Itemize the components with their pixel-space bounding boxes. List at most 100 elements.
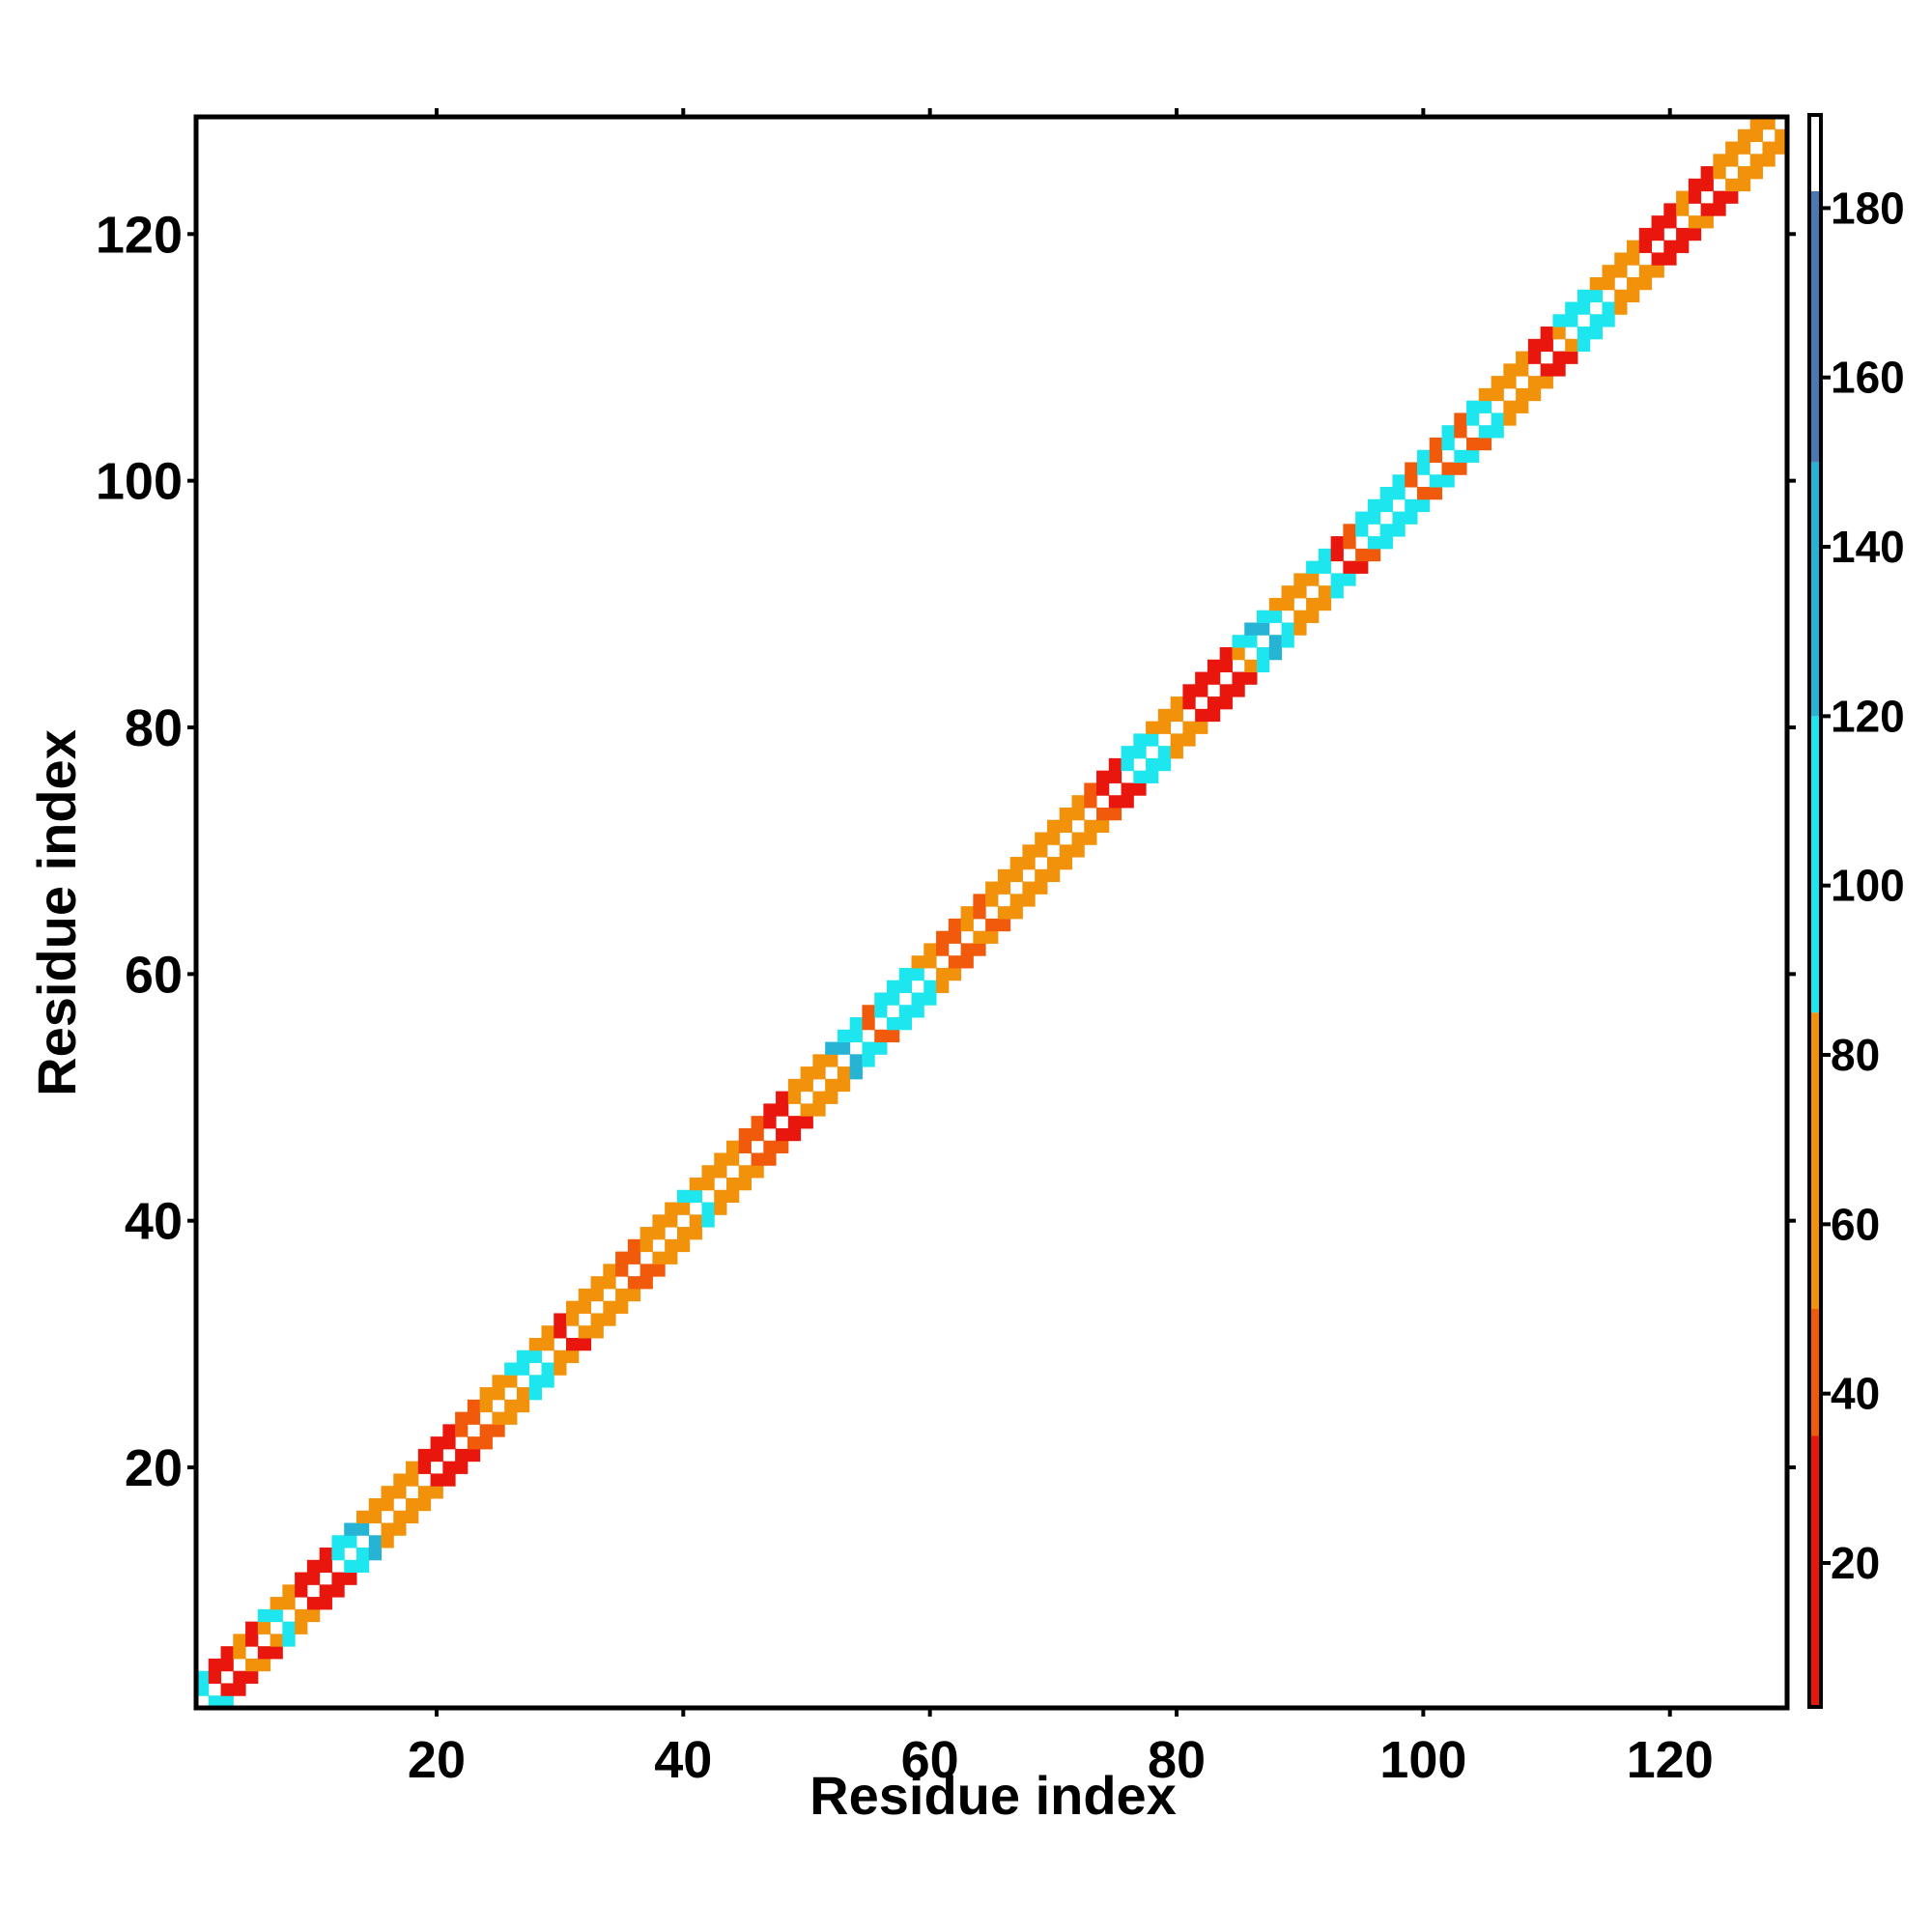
heatmap-cell bbox=[948, 955, 962, 969]
heatmap-cell bbox=[1405, 462, 1418, 475]
colorbar-tick-label: 180 bbox=[1831, 183, 1905, 233]
heatmap-cell bbox=[948, 930, 962, 944]
x-tick-label: 60 bbox=[901, 1731, 959, 1789]
heatmap-cell bbox=[282, 1634, 296, 1647]
heatmap-cell bbox=[566, 1313, 580, 1326]
heatmap-cell bbox=[381, 1486, 394, 1499]
heatmap-cell bbox=[1022, 881, 1036, 895]
heatmap-cell bbox=[849, 1066, 863, 1080]
heatmap-cell bbox=[973, 943, 986, 956]
heatmap-cell bbox=[603, 1313, 616, 1326]
heatmap-cell bbox=[837, 1066, 851, 1080]
heatmap-cell bbox=[319, 1559, 332, 1574]
heatmap-cell bbox=[812, 1066, 826, 1080]
heatmap-cell bbox=[837, 1078, 851, 1093]
heatmap-cell bbox=[763, 1152, 777, 1166]
heatmap-cell bbox=[1503, 400, 1517, 413]
heatmap-cell bbox=[344, 1522, 357, 1536]
heatmap-cell bbox=[1700, 203, 1714, 216]
colorbar-segment bbox=[1809, 190, 1821, 463]
heatmap-cell bbox=[1367, 536, 1381, 550]
heatmap-cell bbox=[714, 1152, 727, 1166]
heatmap-cell bbox=[665, 1251, 678, 1264]
heatmap-cell bbox=[726, 1152, 740, 1166]
heatmap-cell bbox=[1084, 832, 1097, 845]
heatmap-cell bbox=[973, 930, 986, 944]
heatmap-cell bbox=[1108, 795, 1122, 809]
heatmap-cell bbox=[455, 1448, 469, 1463]
heatmap-cell bbox=[344, 1559, 357, 1574]
heatmap-cell bbox=[578, 1337, 592, 1351]
heatmap-cell bbox=[368, 1510, 383, 1523]
heatmap-cell bbox=[541, 1325, 554, 1339]
heatmap-cell bbox=[985, 930, 999, 944]
heatmap-cell bbox=[1022, 844, 1036, 858]
heatmap-cell bbox=[665, 1214, 678, 1228]
heatmap-cell bbox=[590, 1313, 604, 1326]
heatmap-cell bbox=[1306, 573, 1320, 586]
heatmap-cell bbox=[406, 1510, 419, 1523]
heatmap-cell bbox=[590, 1276, 604, 1290]
heatmap-cell bbox=[1257, 610, 1270, 623]
heatmap-cell bbox=[862, 1017, 875, 1031]
heatmap-cell bbox=[701, 1214, 715, 1228]
heatmap-cell bbox=[430, 1448, 443, 1463]
heatmap-cell bbox=[1367, 548, 1381, 562]
heatmap-cell bbox=[639, 1227, 653, 1240]
heatmap-cell bbox=[528, 1350, 542, 1364]
heatmap-cell bbox=[245, 1658, 259, 1672]
heatmap-cell bbox=[1157, 746, 1172, 759]
heatmap-cell bbox=[1614, 265, 1628, 278]
heatmap-cell bbox=[1602, 276, 1615, 291]
heatmap-cell bbox=[751, 1127, 764, 1142]
heatmap-cell bbox=[898, 1017, 913, 1031]
colorbar: 20 40 60 80 100 120 140 160 180 bbox=[1807, 113, 1905, 1709]
heatmap-cell bbox=[344, 1535, 357, 1548]
heatmap-cell bbox=[825, 1054, 838, 1067]
heatmap-cell bbox=[738, 1178, 753, 1191]
y-tick-label: 40 bbox=[125, 1193, 183, 1251]
heatmap-cell bbox=[1207, 696, 1221, 710]
heatmap-cell bbox=[528, 1337, 542, 1351]
heatmap-cell bbox=[381, 1497, 394, 1512]
heatmap-cell bbox=[1441, 437, 1455, 451]
heatmap-cell bbox=[1195, 671, 1208, 685]
heatmap-cell bbox=[825, 1078, 838, 1093]
heatmap-cell bbox=[997, 881, 1011, 895]
heatmap-cell bbox=[1416, 487, 1431, 500]
heatmap-cell bbox=[997, 868, 1011, 883]
heatmap-cell bbox=[1022, 894, 1036, 907]
heatmap-cell bbox=[578, 1325, 592, 1339]
heatmap-cell bbox=[1306, 597, 1320, 611]
heatmap-cell bbox=[911, 992, 924, 1006]
heatmap-cell bbox=[1602, 301, 1615, 315]
heatmap-cell bbox=[220, 1658, 234, 1672]
heatmap-cell bbox=[467, 1448, 481, 1463]
heatmap-cell bbox=[1651, 265, 1664, 278]
heatmap-cell bbox=[1614, 252, 1628, 266]
heatmap-cell bbox=[554, 1313, 567, 1326]
heatmap-cell bbox=[430, 1473, 443, 1487]
heatmap-cell bbox=[1516, 363, 1529, 377]
heatmap-cell bbox=[973, 894, 986, 907]
y-tick-label: 120 bbox=[96, 206, 183, 264]
heatmap-cell bbox=[270, 1634, 283, 1647]
heatmap-cell bbox=[516, 1399, 530, 1413]
heatmap-cell bbox=[1318, 560, 1332, 574]
heatmap-cell bbox=[1232, 647, 1245, 661]
heatmap-cell bbox=[1589, 289, 1603, 303]
heatmap-cell bbox=[479, 1436, 493, 1450]
heatmap-cell bbox=[208, 1695, 222, 1709]
heatmap-cell bbox=[1478, 437, 1492, 451]
heatmap-cell bbox=[1330, 573, 1344, 586]
heatmap-cell bbox=[1762, 141, 1776, 155]
heatmap-cell bbox=[787, 1078, 802, 1093]
heatmap-cell bbox=[701, 1202, 715, 1215]
heatmap-cell bbox=[1232, 671, 1245, 685]
heatmap-cell bbox=[701, 1165, 715, 1179]
heatmap-cell bbox=[751, 1152, 764, 1166]
heatmap-cell bbox=[381, 1535, 394, 1548]
heatmap-cell bbox=[1343, 560, 1356, 574]
heatmap-cell bbox=[516, 1362, 530, 1376]
heatmap-cell bbox=[936, 980, 950, 993]
